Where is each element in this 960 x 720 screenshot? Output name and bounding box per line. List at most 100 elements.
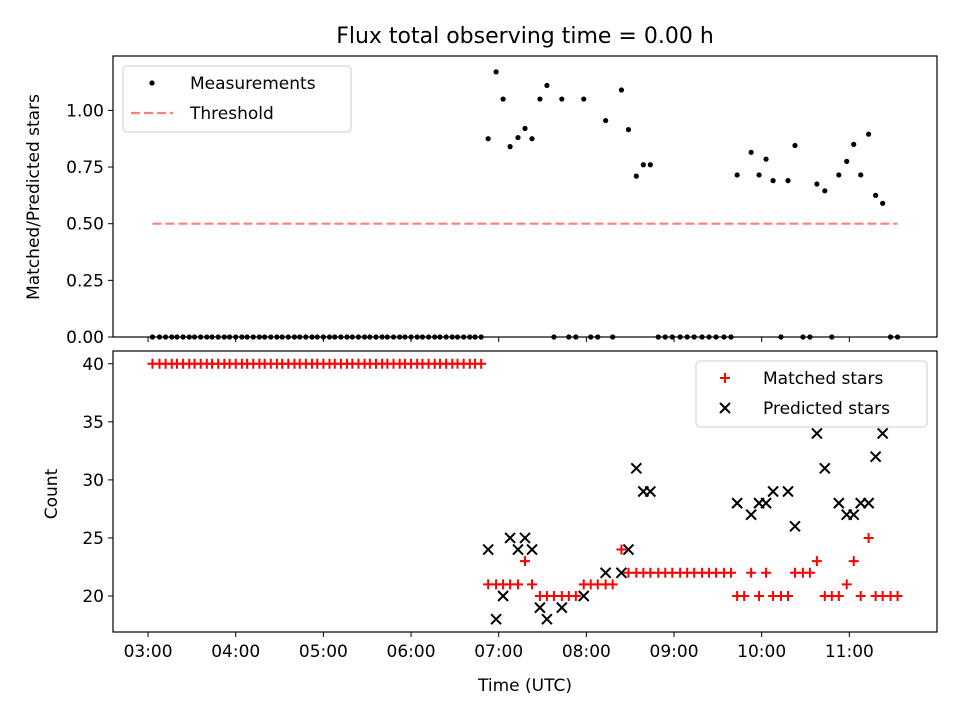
matched-star-point <box>863 532 874 543</box>
measurement-point <box>633 173 639 179</box>
matched-star-point <box>527 579 538 590</box>
x-axis-label: Time (UTC) <box>477 676 572 696</box>
predicted-star-point <box>630 462 643 474</box>
predicted-star-point <box>599 567 612 579</box>
measurement-point <box>814 181 820 187</box>
chart-title: Flux total observing time = 0.00 h <box>336 24 714 49</box>
x-tick-label: 09:00 <box>650 642 699 662</box>
matched-star-point <box>512 579 523 590</box>
legend-label: Predicted stars <box>763 399 890 419</box>
matched-star-point <box>726 567 736 578</box>
predicted-star-point <box>811 427 823 440</box>
predicted-star-point <box>731 497 743 509</box>
measurement-point <box>647 162 653 168</box>
measurement-point <box>603 117 609 124</box>
y-tick-label: 25 <box>82 529 104 549</box>
predicted-star-point <box>541 613 553 625</box>
predicted-star-point <box>622 543 635 556</box>
measurement-point <box>792 142 798 149</box>
measurement-point <box>640 162 646 168</box>
predicted-star-point <box>578 590 590 602</box>
matched-star-point <box>616 544 627 555</box>
measurement-point <box>844 158 850 164</box>
measurement-point <box>851 141 857 147</box>
measurement-point <box>559 96 565 102</box>
measurement-point <box>770 178 776 184</box>
predicted-star-point <box>819 462 831 474</box>
legend-plus-icon <box>720 373 730 383</box>
predicted-star-point <box>526 543 538 556</box>
predicted-star-point <box>876 427 889 440</box>
bottom-y-axis-label: Count <box>42 468 62 519</box>
y-tick-label: 0.25 <box>66 271 104 291</box>
x-tick-label: 11:00 <box>825 642 874 662</box>
measurement-point <box>756 172 762 178</box>
predicted-star-point <box>556 601 568 614</box>
measurement-point <box>748 149 754 155</box>
predicted-star-point <box>534 601 546 614</box>
matched-star-point <box>811 556 822 567</box>
matched-star-point <box>841 579 852 590</box>
measurement-point <box>537 96 543 102</box>
series-plus <box>147 358 903 602</box>
predicted-star-point <box>862 497 875 509</box>
x-tick-label: 08:00 <box>562 642 611 662</box>
predicted-star-point <box>504 532 516 544</box>
matched-star-point <box>782 591 793 602</box>
flux-ratio-panel: 0.00 0.25 0.50 0.75 1.00 Measurements Threshol… <box>66 55 938 348</box>
measurement-point <box>493 69 499 75</box>
measurement-point <box>625 127 632 133</box>
legend: Matched stars Predicted stars <box>695 360 928 428</box>
y-tick-label: 0.00 <box>66 328 104 348</box>
y-tick-label: 0.50 <box>66 215 104 235</box>
plot-frame <box>112 350 938 633</box>
measurement-point <box>500 96 506 102</box>
measurement-point <box>507 144 513 150</box>
legend-dot-icon <box>149 80 155 86</box>
matched-star-point <box>520 556 530 567</box>
measurement-point <box>522 125 528 132</box>
x-tick-label: 10:00 <box>737 642 786 662</box>
measurement-point <box>763 156 769 162</box>
series-x <box>482 427 889 625</box>
measurement-point <box>529 136 535 142</box>
legend: Measurements Threshold <box>122 65 352 133</box>
x-tick-label: 03:00 <box>124 642 173 662</box>
predicted-star-point <box>615 567 628 579</box>
matched-star-point <box>607 579 618 590</box>
measurement-point <box>485 136 491 142</box>
predicted-star-point <box>490 613 502 625</box>
matched-star-point <box>754 591 765 602</box>
predicted-star-point <box>497 590 509 602</box>
matched-star-point <box>892 591 903 602</box>
matched-star-point <box>833 591 844 602</box>
predicted-star-point <box>848 509 860 521</box>
y-tick-label: 30 <box>82 471 104 491</box>
legend-cross-icon <box>719 402 731 414</box>
matched-star-point <box>761 567 772 578</box>
measurement-point <box>873 192 879 198</box>
legend-box <box>695 360 928 428</box>
measurement-point <box>581 96 587 102</box>
matched-star-point <box>746 567 757 578</box>
predicted-star-point <box>644 485 657 498</box>
matched-star-point <box>848 556 859 567</box>
plot-frame <box>112 55 938 338</box>
y-tick-label: 1.00 <box>66 101 104 121</box>
predicted-star-point <box>833 497 845 509</box>
measurement-point <box>866 131 872 137</box>
matched-star-point <box>855 591 866 602</box>
y-tick-label: 0.75 <box>66 158 104 178</box>
measurement-point <box>836 172 842 178</box>
predicted-star-point <box>767 485 779 498</box>
measurement-point <box>618 87 625 93</box>
series-points <box>149 69 901 340</box>
star-count-panel: 03:00 04:00 05:00 06:00 07:00 08:00 09:00 10:00… <box>82 350 938 662</box>
x-tick-label: 05:00 <box>299 642 348 662</box>
matched-star-point <box>804 567 815 578</box>
legend-box <box>122 65 352 133</box>
measurement-point <box>785 178 791 184</box>
x-tick-label: 07:00 <box>474 642 523 662</box>
predicted-star-point <box>869 450 882 463</box>
legend-label: Threshold <box>189 104 274 124</box>
